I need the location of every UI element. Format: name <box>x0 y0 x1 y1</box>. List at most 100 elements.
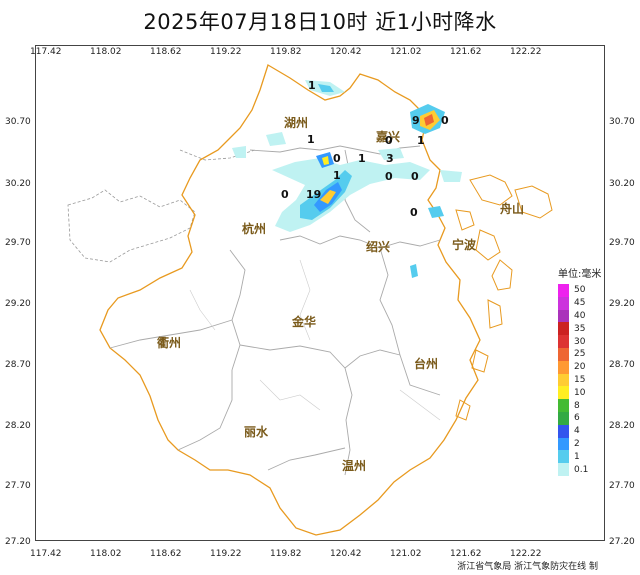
lat-tick-left: 29.20 <box>5 299 31 309</box>
precip-area <box>440 170 462 182</box>
legend-swatch <box>558 437 569 451</box>
city-boundary <box>239 344 401 369</box>
precip-area <box>378 148 404 160</box>
legend-item: 1 <box>558 450 618 464</box>
coast-islands <box>491 259 513 291</box>
lon-tick-bottom: 121.02 <box>390 549 422 559</box>
legend-item: 50 <box>558 284 618 297</box>
legend-swatch <box>558 360 569 374</box>
lat-tick-right: 30.70 <box>609 117 635 127</box>
legend-swatch <box>558 284 569 297</box>
legend-label: 25 <box>574 349 586 360</box>
precip-area <box>410 264 418 278</box>
legend-item: 6 <box>558 411 618 425</box>
station-value: 9 <box>412 114 420 127</box>
lon-tick-bottom: 119.22 <box>210 549 242 559</box>
city-label: 绍兴 <box>366 240 391 254</box>
credit-text: 浙江省气象局 浙江气象防灾在线 制 <box>457 562 598 572</box>
legend-item: 30 <box>558 335 618 348</box>
lon-tick-bottom: 117.42 <box>30 549 62 559</box>
map-frame <box>35 45 605 541</box>
lon-tick-top: 118.62 <box>150 47 182 57</box>
legend-label: 0.1 <box>574 464 589 475</box>
station-value: 0 <box>281 188 289 201</box>
lat-tick-right: 27.20 <box>609 537 635 547</box>
precip-legend: 单位:毫米 50 45 40 35 30 25 20 15 10 8 6 4 2 1 0.1 <box>558 265 618 476</box>
lat-tick-left: 29.70 <box>5 238 31 248</box>
city-label: 湖州 <box>284 116 309 130</box>
station-value: 1 <box>417 134 425 147</box>
legend-label: 8 <box>574 400 580 411</box>
station-value: 1 <box>307 133 315 146</box>
lon-tick-bottom: 118.02 <box>90 549 122 559</box>
neighbor-boundary <box>67 189 196 263</box>
legend-swatch <box>558 309 569 323</box>
lat-tick-left: 27.20 <box>5 537 31 547</box>
lat-tick-left: 30.70 <box>5 117 31 127</box>
legend-item: 0.1 <box>558 463 618 476</box>
legend-item: 35 <box>558 322 618 336</box>
legend-swatch <box>558 399 569 412</box>
legend-label: 35 <box>574 323 586 334</box>
legend-label: 40 <box>574 310 586 321</box>
precip-area <box>320 190 336 204</box>
precip-area <box>428 206 444 218</box>
station-value: 19 <box>306 188 322 201</box>
legend-scale: 50 45 40 35 30 25 20 15 10 8 6 4 2 1 0.1 <box>558 284 618 476</box>
legend-swatch <box>558 296 569 310</box>
legend-swatch <box>558 424 569 438</box>
coast-islands <box>455 209 475 231</box>
legend-item: 15 <box>558 373 618 387</box>
lon-tick-bottom: 120.42 <box>330 549 362 559</box>
station-value: 0 <box>441 114 449 127</box>
city-label: 衢州 <box>157 336 182 350</box>
legend-swatch <box>558 463 569 476</box>
county-boundary <box>189 289 216 331</box>
coast-islands <box>487 299 503 329</box>
city-boundary <box>379 247 441 396</box>
county-boundary <box>399 389 441 421</box>
legend-item: 40 <box>558 309 618 323</box>
legend-swatch <box>558 411 569 425</box>
legend-item: 25 <box>558 347 618 361</box>
lon-tick-top: 121.62 <box>450 47 482 57</box>
county-boundary <box>299 259 311 341</box>
legend-item: 45 <box>558 296 618 310</box>
precip-area <box>424 114 434 126</box>
legend-title: 单位:毫米 <box>558 269 602 280</box>
legend-label: 30 <box>574 336 586 347</box>
lat-tick-left: 28.20 <box>5 421 31 431</box>
coast-islands <box>514 185 553 219</box>
lat-tick-left: 28.70 <box>5 360 31 370</box>
lon-tick-top: 117.42 <box>30 47 62 57</box>
lon-tick-top: 121.02 <box>390 47 422 57</box>
city-boundary <box>279 235 441 249</box>
lat-tick-right: 30.20 <box>609 179 635 189</box>
legend-swatch <box>558 322 569 336</box>
lon-tick-top: 119.22 <box>210 47 242 57</box>
lon-tick-bottom: 121.62 <box>450 549 482 559</box>
lat-tick-right: 29.70 <box>609 238 635 248</box>
legend-item: 2 <box>558 437 618 451</box>
coast-islands <box>475 229 501 261</box>
city-label: 杭州 <box>242 222 267 236</box>
precip-area <box>232 146 246 158</box>
legend-swatch <box>558 450 569 464</box>
lon-tick-bottom: 118.62 <box>150 549 182 559</box>
station-value: 0 <box>410 206 418 219</box>
lat-tick-right: 27.70 <box>609 481 635 491</box>
lat-tick-right: 29.20 <box>609 299 635 309</box>
station-value: 1 <box>358 152 366 165</box>
station-value: 1 <box>308 79 316 92</box>
station-value: 1 <box>333 169 341 182</box>
county-boundary <box>259 379 321 411</box>
legend-swatch <box>558 335 569 348</box>
legend-label: 20 <box>574 362 586 373</box>
legend-label: 45 <box>574 298 586 309</box>
city-label: 嘉兴 <box>376 130 401 144</box>
city-label: 温州 <box>342 459 367 473</box>
lat-tick-right: 28.20 <box>609 421 635 431</box>
city-label: 金华 <box>292 315 317 329</box>
precip-area <box>318 84 334 92</box>
